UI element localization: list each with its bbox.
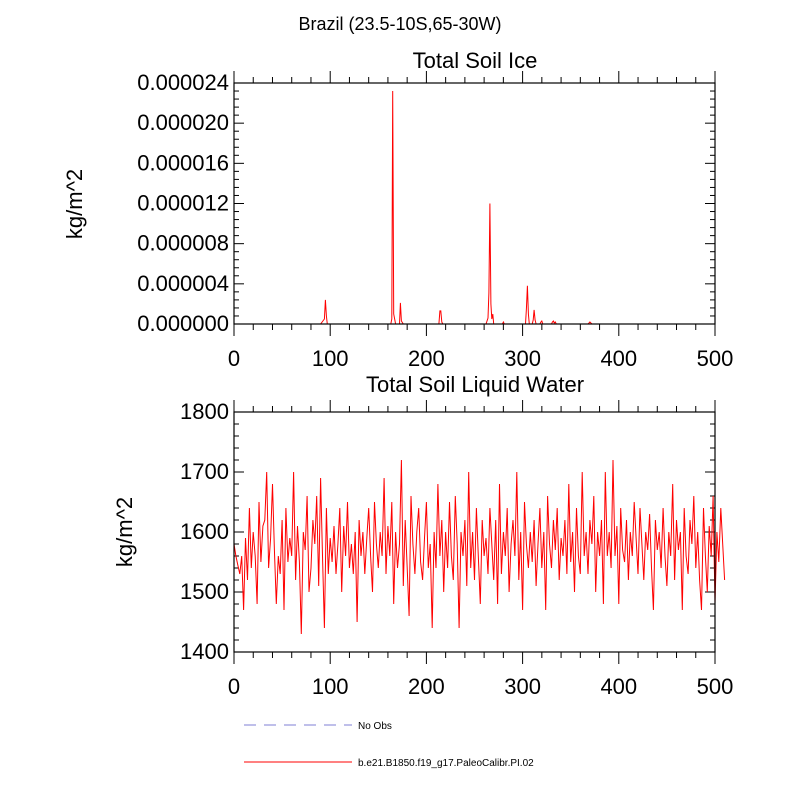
panel-total-soil-ice: Total Soil Ice kg/m^2 0.0000000.0000040.… bbox=[62, 48, 733, 371]
panel-title: Total Soil Ice bbox=[413, 48, 538, 73]
x-tick-labels: 0 100 200 300 400 500 bbox=[228, 674, 733, 699]
series-line-soil-ice bbox=[234, 90, 715, 325]
y-axis-label: kg/m^2 bbox=[62, 169, 87, 239]
y-tick-label: 1600 bbox=[180, 519, 229, 544]
x-tick-label: 0 bbox=[228, 346, 240, 371]
x-tick-labels: 0 100 200 300 400 500 bbox=[228, 346, 733, 371]
plot-frame bbox=[233, 82, 716, 325]
axis-ticks bbox=[233, 400, 716, 664]
y-tick-label: 0.000000 bbox=[137, 311, 229, 336]
panel-title: Total Soil Liquid Water bbox=[366, 372, 584, 397]
y-tick-label: 0.000016 bbox=[137, 150, 229, 175]
x-tick-label: 500 bbox=[697, 674, 734, 699]
x-tick-label: 500 bbox=[697, 346, 734, 371]
x-tick-label: 200 bbox=[408, 674, 445, 699]
axis-ticks bbox=[233, 71, 716, 336]
y-tick-label: 0.000004 bbox=[137, 271, 229, 296]
y-tick-label: 0.000012 bbox=[137, 191, 229, 216]
y-tick-labels: 1400 1500 1600 1700 1800 bbox=[180, 399, 229, 664]
legend: No Obs b.e21.B1850.f19_g17.PaleoCalibr.P… bbox=[244, 721, 534, 769]
x-tick-label: 300 bbox=[504, 674, 541, 699]
x-tick-label: 200 bbox=[408, 346, 445, 371]
plot-frame bbox=[233, 411, 716, 653]
x-tick-label: 400 bbox=[600, 346, 637, 371]
x-tick-label: 400 bbox=[600, 674, 637, 699]
legend-label-model-run: b.e21.B1850.f19_g17.PaleoCalibr.PI.02 bbox=[358, 758, 534, 769]
y-tick-label: 1700 bbox=[180, 459, 229, 484]
y-tick-label: 1400 bbox=[180, 639, 229, 664]
figure-title: Brazil (23.5-10S,65-30W) bbox=[298, 14, 501, 34]
legend-label-no-obs: No Obs bbox=[358, 721, 392, 732]
y-tick-label: 0.000008 bbox=[137, 231, 229, 256]
y-tick-label: 0.000020 bbox=[137, 110, 229, 135]
x-tick-label: 0 bbox=[228, 674, 240, 699]
y-tick-label: 0.000024 bbox=[137, 70, 229, 95]
x-tick-label: 100 bbox=[312, 346, 349, 371]
panel-total-soil-liquid-water: Total Soil Liquid Water kg/m^2 140015001… bbox=[112, 372, 733, 699]
y-axis-label: kg/m^2 bbox=[112, 497, 137, 567]
y-tick-label: 1800 bbox=[180, 399, 229, 424]
y-tick-labels: 0.000000 0.000004 0.000008 0.000012 0.000016… bbox=[137, 70, 229, 336]
series-line-soil-liquid-water bbox=[233, 459, 726, 635]
y-tick-label: 1500 bbox=[180, 579, 229, 604]
x-tick-label: 100 bbox=[312, 674, 349, 699]
x-tick-label: 300 bbox=[504, 346, 541, 371]
